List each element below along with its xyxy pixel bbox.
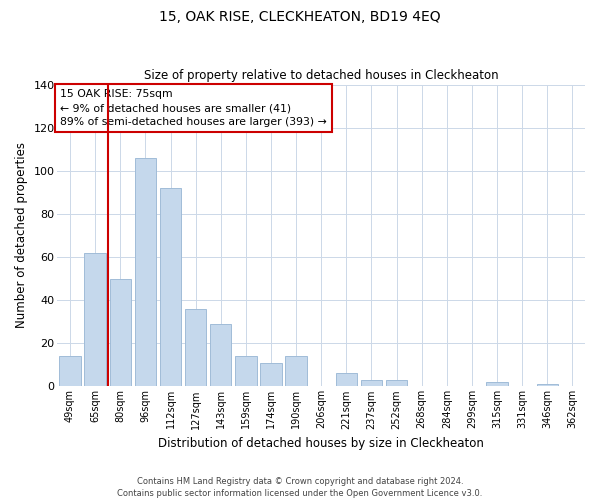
Bar bbox=[185, 309, 206, 386]
Bar bbox=[210, 324, 232, 386]
Bar bbox=[59, 356, 80, 386]
Title: Size of property relative to detached houses in Cleckheaton: Size of property relative to detached ho… bbox=[144, 69, 499, 82]
Bar bbox=[85, 252, 106, 386]
Bar bbox=[536, 384, 558, 386]
Bar bbox=[260, 362, 281, 386]
Bar bbox=[335, 374, 357, 386]
Text: 15 OAK RISE: 75sqm
← 9% of detached houses are smaller (41)
89% of semi-detached: 15 OAK RISE: 75sqm ← 9% of detached hous… bbox=[60, 89, 327, 127]
X-axis label: Distribution of detached houses by size in Cleckheaton: Distribution of detached houses by size … bbox=[158, 437, 484, 450]
Bar bbox=[160, 188, 181, 386]
Bar bbox=[110, 278, 131, 386]
Y-axis label: Number of detached properties: Number of detached properties bbox=[15, 142, 28, 328]
Bar bbox=[286, 356, 307, 386]
Bar bbox=[361, 380, 382, 386]
Bar bbox=[386, 380, 407, 386]
Bar bbox=[235, 356, 257, 386]
Bar bbox=[135, 158, 156, 386]
Text: Contains HM Land Registry data © Crown copyright and database right 2024.
Contai: Contains HM Land Registry data © Crown c… bbox=[118, 476, 482, 498]
Bar bbox=[487, 382, 508, 386]
Text: 15, OAK RISE, CLECKHEATON, BD19 4EQ: 15, OAK RISE, CLECKHEATON, BD19 4EQ bbox=[159, 10, 441, 24]
